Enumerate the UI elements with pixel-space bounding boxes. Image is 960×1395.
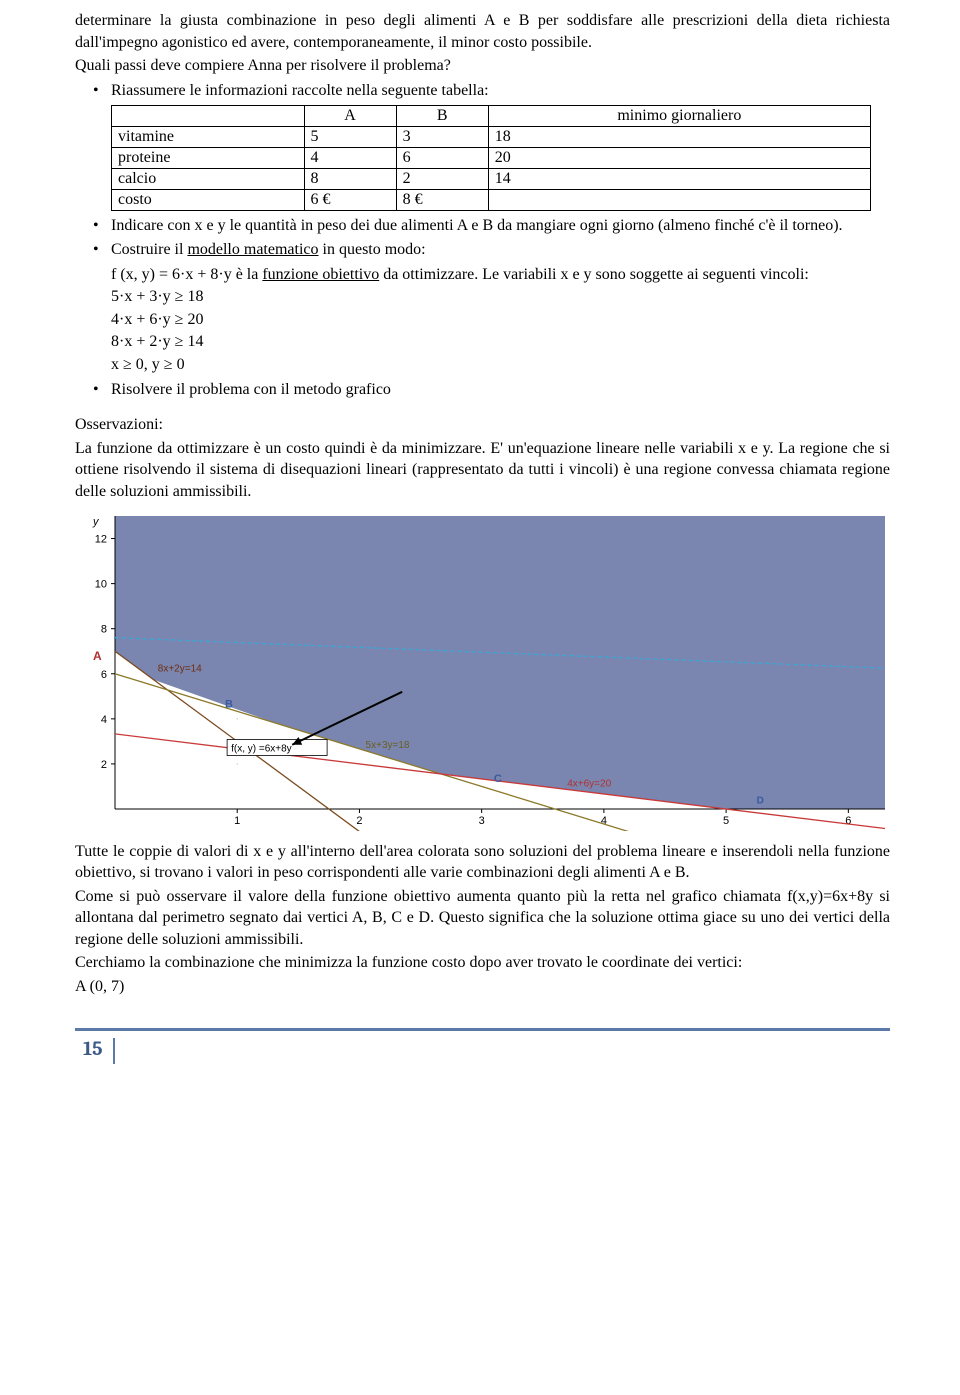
table-row: calcio 8 2 14: [112, 169, 871, 190]
svg-text:4x+6y=20: 4x+6y=20: [567, 778, 611, 789]
svg-text:4: 4: [101, 713, 107, 725]
bullet-indicate-xy: Indicare con x e y le quantità in peso d…: [75, 215, 890, 237]
svg-text:C: C: [494, 772, 502, 784]
svg-text:5: 5: [723, 815, 729, 827]
th-empty: [112, 106, 305, 127]
feasible-region-chart: 12345624681012y8x+2y=145x+3y=184x+6y=20f…: [75, 511, 890, 831]
th-B: B: [396, 106, 488, 127]
table-row: proteine 4 6 20: [112, 148, 871, 169]
th-min: minimo giornaliero: [488, 106, 870, 127]
after-chart-p3: Cerchiamo la combinazione che minimizza …: [75, 952, 890, 974]
svg-text:2: 2: [101, 758, 107, 770]
objective-line: f (x, y) = 6·x + 8·y è la funzione obiet…: [111, 264, 890, 286]
svg-text:6: 6: [845, 815, 851, 827]
constraint-1: 5·x + 3·y ≥ 18: [111, 286, 890, 308]
svg-text:f(x, y) =6x+8y: f(x, y) =6x+8y: [231, 743, 292, 754]
svg-text:A: A: [93, 649, 102, 663]
svg-text:D: D: [757, 795, 764, 806]
svg-text:2: 2: [356, 815, 362, 827]
page-number: 15: [83, 1037, 103, 1060]
table-row: costo 6 € 8 €: [112, 190, 871, 211]
observations-text: La funzione da ottimizzare è un costo qu…: [75, 438, 890, 503]
nutrition-table: A B minimo giornaliero vitamine 5 3 18 p…: [111, 105, 871, 211]
th-A: A: [304, 106, 396, 127]
intro-paragraph-2: Quali passi deve compiere Anna per risol…: [75, 55, 890, 77]
svg-text:1: 1: [234, 815, 240, 827]
svg-text:B: B: [225, 698, 233, 710]
constraint-4: x ≥ 0, y ≥ 0: [111, 354, 890, 376]
observations-title: Osservazioni:: [75, 414, 890, 436]
page-number-rule: [113, 1038, 115, 1064]
constraint-3: 8·x + 2·y ≥ 14: [111, 331, 890, 353]
bullet-build-model: Costruire il modello matematico in quest…: [75, 239, 890, 261]
constraint-2: 4·x + 6·y ≥ 20: [111, 309, 890, 331]
svg-text:10: 10: [95, 578, 107, 590]
page-footer: 15: [75, 1028, 890, 1064]
svg-text:8: 8: [101, 623, 107, 635]
svg-text:12: 12: [95, 533, 107, 545]
table-row: vitamine 5 3 18: [112, 127, 871, 148]
vertex-A: A (0, 7): [75, 976, 890, 998]
bullet-solve-graphically: Risolvere il problema con il metodo graf…: [75, 379, 890, 401]
after-chart-p1: Tutte le coppie di valori di x e y all'i…: [75, 841, 890, 884]
bullet-summary: Riassumere le informazioni raccolte nell…: [75, 80, 890, 102]
svg-text:8x+2y=14: 8x+2y=14: [158, 663, 202, 674]
svg-text:3: 3: [479, 815, 485, 827]
svg-text:5x+3y=18: 5x+3y=18: [366, 740, 410, 751]
intro-paragraph-1: determinare la giusta combinazione in pe…: [75, 10, 890, 53]
svg-text:6: 6: [101, 668, 107, 680]
after-chart-p2: Come si può osservare il valore della fu…: [75, 886, 890, 951]
